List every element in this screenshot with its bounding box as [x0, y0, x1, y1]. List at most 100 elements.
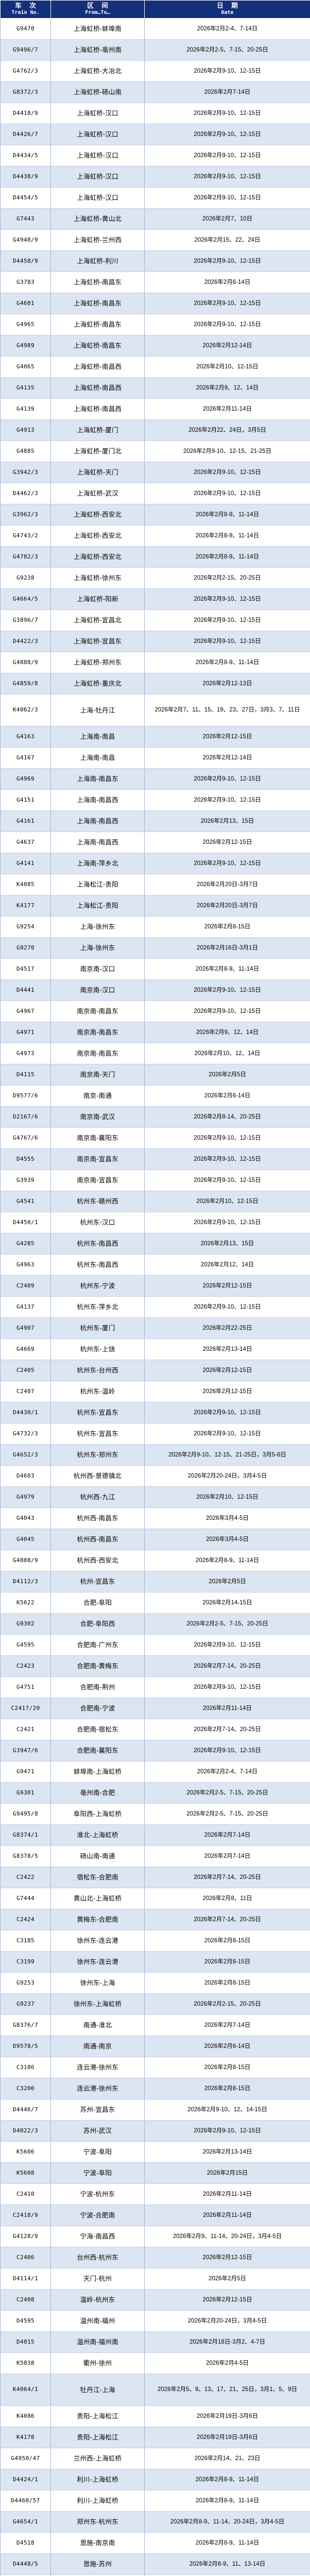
cell-route: 杭州东-赣州西 [50, 1191, 145, 1213]
cell-train: C3200 [0, 2078, 51, 2100]
table-row: G4128/9 宁海-南昌西 2026年2月9、11-14、20-24日，3月4-5… [0, 2226, 310, 2248]
cell-route: 杭州东-台州西 [50, 1360, 145, 1382]
cell-route: 上海-徐州东 [50, 937, 145, 959]
cell-train: D4441 [0, 979, 51, 1002]
cell-route: 上海南-南昌东 [50, 768, 145, 790]
cell-date: 2026年2月9-10、12-15日 [144, 853, 310, 875]
cell-train: G4135 [0, 377, 51, 399]
cell-route: 上海南-南昌 [50, 747, 145, 769]
cell-route: 上海虹桥-黄山北 [50, 208, 145, 230]
cell-route: 合肥南-黄梅东 [50, 1655, 145, 1677]
cell-date: 2026年3月4-5日 [144, 1529, 310, 1551]
cell-train: G4979 [0, 1486, 51, 1509]
table-row: G4167 上海南-南昌 2026年2月12-14日 [0, 747, 310, 769]
cell-train: G4285 [0, 1233, 51, 1255]
cell-date: 2026年2月9-10、12-15日 [144, 145, 310, 167]
cell-route: 南京南-南昌东 [50, 1001, 145, 1023]
cell-date: 2026年2月9-10、12-15日 [144, 1634, 310, 1656]
cell-route: 徐州东-上海虹桥 [50, 1993, 145, 2015]
cell-date: 2026年2月14-15日 [144, 1592, 310, 1614]
cell-route: 合肥南-广州东 [50, 1634, 145, 1656]
cell-route: 上海虹桥-西安北 [50, 546, 145, 568]
cell-route: 上海虹桥-西安北 [50, 504, 145, 526]
table-row: G4969 上海南-南昌东 2026年2月9-10、12-15日 [0, 768, 310, 790]
cell-route: 兰州西-上海虹桥 [50, 2448, 145, 2470]
cell-date: 2026年2月8-9、11-14日 [144, 2532, 310, 2554]
cell-date: 2026年2月5日 [144, 1064, 310, 1086]
cell-train: K5608 [0, 2162, 51, 2184]
cell-route: 上海虹桥-南昌东 [50, 293, 145, 315]
cell-route: 杭州东-南昌西 [50, 1254, 145, 1276]
cell-date: 2026年2月9-10、12-15、21-25日，3月5-6日 [144, 1444, 310, 1466]
cell-route: 上海虹桥-南昌西 [50, 377, 145, 399]
cell-train: G8374/1 [0, 1824, 51, 1846]
cell-train: G4743/2 [0, 525, 51, 547]
cell-route: 杭州东-温岭 [50, 1381, 145, 1403]
cell-route: 杭州西-景德镇北 [50, 1465, 145, 1487]
cell-date: 2026年2月12-15日 [144, 2247, 310, 2269]
cell-train: G4971 [0, 1022, 51, 1044]
cell-route: 上海虹桥-阳新 [50, 588, 145, 611]
cell-train: C3199 [0, 1951, 51, 1973]
table-row: K5838 衢州-徐州 2026年2月4-5日 [0, 2352, 310, 2375]
cell-route: 杭州西-南昌东 [50, 1507, 145, 1530]
cell-route: 宁海-南昌西 [50, 2226, 145, 2248]
cell-date: 2026年2月5、9、13、17、21、25日，3月1、5、9日 [144, 2374, 310, 2406]
cell-date: 2026年2月8、11日 [144, 1888, 310, 1910]
table-row: G9237 徐州东-上海虹桥 2026年2月2-15、20-25日 [0, 1993, 310, 2015]
cell-train: D4555 [0, 1148, 51, 1171]
table-row: D2167/6 南京南-武汉 2026年2月8-14、20-25日 [0, 1106, 310, 1128]
cell-train: K5606 [0, 2141, 51, 2163]
cell-train: G4885 [0, 440, 51, 463]
cell-date: 2026年3月4-5日 [144, 1507, 310, 1530]
cell-route: 徐州东-连云港 [50, 1951, 145, 1973]
cell-train: D4450/1 [0, 1212, 51, 1234]
cell-train: D4448/5 [0, 2553, 51, 2575]
cell-date: 2026年2月12、14日 [144, 1254, 310, 1276]
cell-date: 2026年2月9、11-14、20-24日，3月4-5日 [144, 2226, 310, 2248]
cell-train: K4177 [0, 895, 51, 917]
cell-route: 恩施-南京南 [50, 2532, 145, 2554]
cell-train: D4603 [0, 1465, 51, 1487]
cell-date: 2026年2月10、12-15日 [144, 1486, 310, 1509]
cell-train: K4178 [0, 2427, 51, 2449]
cell-date: 2026年2月11-14日 [144, 398, 310, 420]
cell-train: G4595 [0, 1634, 51, 1656]
cell-route: 杭州西-西安北 [50, 1550, 145, 1572]
table-row: G3962/3 上海虹桥-西安北 2026年2月8-9、11-14日 [0, 504, 310, 526]
cell-date: 2026年2月11-14日 [144, 2205, 310, 2227]
table-row: C2421 合肥南-宿松东 2026年2月7-14、20-25日 [0, 1719, 310, 1741]
cell-date: 2026年2月22-25日 [144, 1317, 310, 1340]
table-row: C3200 连云港-徐州东 2026年2月8-15日 [0, 2078, 310, 2100]
cell-train: G4043 [0, 1507, 51, 1530]
cell-route: 杭州东-萍乡北 [50, 1296, 145, 1318]
cell-route: 杭州西-九江 [50, 1486, 145, 1509]
table-row: G9253 徐州东-上海 2026年2月8-15日 [0, 1972, 310, 1994]
cell-route: 南京-南通 [50, 1085, 145, 1107]
table-row: G8378/5 砀山南-南通 2026年2月7-14日 [0, 1845, 310, 1868]
table-row: G4743/2 上海虹桥-西安北 2026年2月8-9、11-14日 [0, 525, 310, 547]
cell-train: G3896/7 [0, 609, 51, 632]
cell-train: D4446/7 [0, 2099, 51, 2121]
cell-route: 上海虹桥-厦门北 [50, 440, 145, 463]
cell-route: 温州南-福州南 [50, 2331, 145, 2353]
column-header-train-no-cn: 车 次 [15, 2, 39, 9]
cell-route: 上海虹桥-郑州东 [50, 652, 145, 674]
cell-date: 2026年2月12-15日 [144, 1275, 310, 1297]
cell-train: C2406 [0, 2247, 51, 2269]
column-header-date: 日 期 Date [144, 0, 310, 19]
cell-route: 南通-南京 [50, 2036, 145, 2058]
cell-date: 2026年2月8-9、11-14、20-24日，3月4-5日 [144, 2511, 310, 2533]
table-row: G3942/3 上海虹桥-天门 2026年2月9-10、12-15日 [0, 462, 310, 484]
cell-date: 2026年2月9-10、12-15日 [144, 314, 310, 336]
cell-train: G4762/3 [0, 60, 51, 82]
cell-route: 郑州东-杭州东 [50, 2511, 145, 2533]
table-row: G4885 上海虹桥-厦门北 2026年2月9-10、12-15、21-25日 [0, 440, 310, 463]
table-row: G4973 南京南-南昌东 2026年2月10、12、14日 [0, 1043, 310, 1065]
cell-train: G8376/7 [0, 2014, 51, 2037]
cell-route: 南京南-天门 [50, 1064, 145, 1086]
cell-train: G4669 [0, 1338, 51, 1361]
cell-date: 2026年2月9-10、12-15日 [144, 979, 310, 1002]
cell-train: G4767/6 [0, 1127, 51, 1149]
